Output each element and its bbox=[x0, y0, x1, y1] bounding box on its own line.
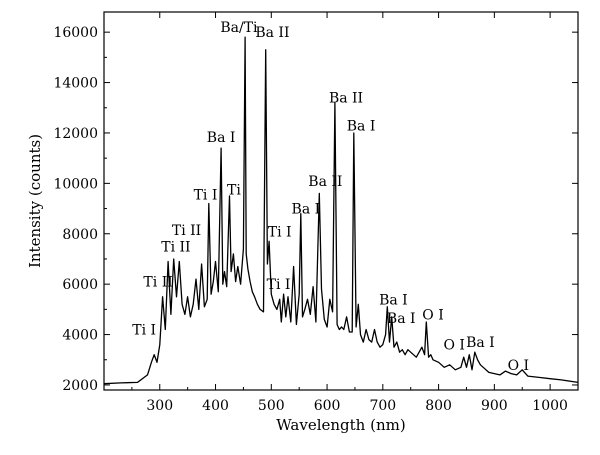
x-tick-label: 1000 bbox=[532, 398, 568, 414]
peak-label: Ti II bbox=[143, 275, 172, 291]
x-axis-title: Wavelength (nm) bbox=[276, 416, 405, 434]
y-tick-label: 16000 bbox=[53, 25, 98, 41]
y-tick-label: 2000 bbox=[62, 378, 98, 394]
x-tick-label: 300 bbox=[146, 398, 173, 414]
peak-label: Ba II bbox=[329, 91, 363, 107]
y-tick-label: 4000 bbox=[62, 328, 98, 344]
plot-area bbox=[103, 11, 579, 391]
y-tick-label: 10000 bbox=[53, 176, 98, 192]
peak-label: Ti II bbox=[161, 239, 190, 255]
series-line bbox=[103, 36, 579, 385]
x-axis: 300 400 500 600 700 800 900 1000 bbox=[131, 12, 579, 414]
x-tick-label: 400 bbox=[202, 398, 229, 414]
peak-label: O I bbox=[443, 338, 464, 354]
y-tick-label: 14000 bbox=[53, 76, 98, 92]
x-tick-label: 800 bbox=[425, 398, 452, 414]
peak-label: Ba II bbox=[255, 25, 289, 41]
x-tick-label: 600 bbox=[314, 398, 341, 414]
peak-label: Ti bbox=[227, 183, 241, 199]
x-tick-label: 900 bbox=[481, 398, 508, 414]
x-tick-label: 500 bbox=[258, 398, 285, 414]
peak-label: O I bbox=[508, 358, 529, 374]
x-tick-label: 700 bbox=[369, 398, 396, 414]
peak-label: Ti I bbox=[132, 323, 156, 339]
peak-label: Ti I bbox=[268, 224, 292, 240]
peak-label: Ba I bbox=[347, 118, 376, 134]
peak-label: Ti II bbox=[172, 223, 201, 239]
peak-label: Ba I bbox=[207, 130, 236, 146]
y-tick-label: 8000 bbox=[62, 227, 98, 243]
y-axis: 2000 4000 6000 8000 10000 12000 14000 16000 bbox=[53, 25, 578, 394]
peak-label: Ba I bbox=[387, 311, 416, 327]
y-tick-label: 12000 bbox=[53, 126, 98, 142]
y-tick-label: 6000 bbox=[62, 277, 98, 293]
plot-frame bbox=[103, 11, 579, 391]
peak-label: Ba I bbox=[292, 202, 321, 218]
peak-label: Ba I bbox=[379, 292, 408, 308]
peak-label: Ba/Ti bbox=[220, 20, 258, 36]
peak-label: Ti I bbox=[267, 277, 291, 293]
peak-label: Ba I bbox=[466, 335, 495, 351]
peak-label: Ba II bbox=[308, 174, 342, 190]
y-axis-title: Intensity (counts) bbox=[26, 134, 44, 268]
peak-label: O I bbox=[422, 307, 443, 323]
peak-label: Ti I bbox=[194, 188, 218, 204]
